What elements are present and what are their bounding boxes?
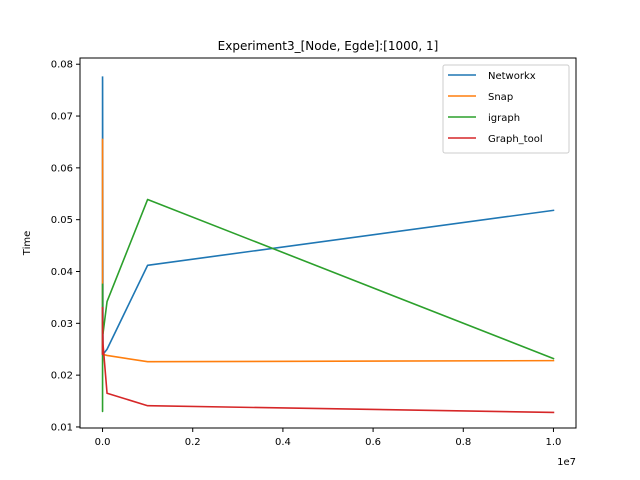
x-tick-label: 0.4: [275, 437, 291, 448]
y-axis: 0.01 0.02 0.03 0.04 0.05 0.06 0.07 0.08: [51, 60, 80, 433]
chart-title: Experiment3_[Node, Egde]:[1000, 1]: [218, 39, 439, 53]
y-tick-label: 0.05: [51, 215, 73, 226]
y-axis-title: Time: [22, 231, 33, 256]
legend-label-networkx: Networkx: [488, 71, 536, 82]
series-line-graph-tool: [101, 306, 555, 414]
plot-area: [101, 76, 555, 414]
legend-label-snap: Snap: [488, 92, 513, 103]
x-tick-label: 1.0: [546, 437, 562, 448]
y-tick-label: 0.04: [51, 267, 73, 278]
x-tick-label: 0.6: [365, 437, 381, 448]
legend-label-igraph: igraph: [488, 113, 520, 124]
y-tick-label: 0.08: [51, 60, 73, 71]
x-tick-label: 0.0: [95, 437, 111, 448]
legend-label-graph-tool: Graph_tool: [488, 134, 543, 145]
x-axis-offset-label: 1e7: [557, 457, 576, 468]
x-axis: 0.0 0.2 0.4 0.6 0.8 1.0: [95, 428, 562, 448]
y-tick-label: 0.01: [51, 422, 73, 433]
legend-box: [442, 64, 570, 154]
legend: Networkx Snap igraph Graph_tool: [442, 64, 570, 154]
plot-frame: [79, 57, 577, 429]
x-tick-label: 0.8: [455, 437, 471, 448]
series-layer: [101, 76, 555, 414]
y-tick-label: 0.02: [51, 371, 73, 382]
y-tick-label: 0.06: [51, 163, 73, 174]
x-tick-label: 0.2: [185, 437, 201, 448]
y-tick-label: 0.03: [51, 319, 73, 330]
y-tick-label: 0.07: [51, 112, 73, 123]
